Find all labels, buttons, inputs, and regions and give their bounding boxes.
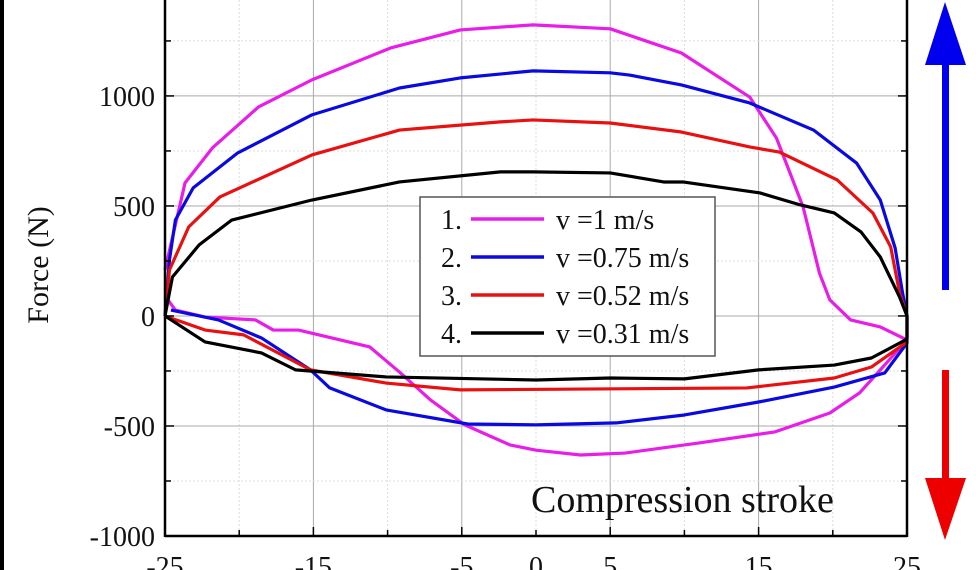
x-tick-label: 0 (529, 552, 543, 570)
y-tick-label: 500 (113, 192, 155, 223)
compression-stroke-label: Compression stroke (531, 479, 834, 521)
series-line-1 (163, 23, 909, 457)
legend-label: v =0.31 m/s (556, 319, 689, 350)
arrow-down-head (925, 478, 966, 540)
y-tick-label: 0 (141, 302, 155, 333)
x-tick-label: 5 (603, 552, 617, 570)
legend-index: 3. (441, 281, 462, 312)
series-line-4 (163, 170, 909, 382)
legend-index: 1. (441, 205, 462, 236)
y-axis-label: Force (N) (22, 206, 55, 323)
arrow-up-head (925, 2, 966, 65)
x-tick-label: 15 (745, 552, 773, 570)
x-tick-label: -25 (146, 552, 183, 570)
legend-label: v =0.75 m/s (556, 243, 689, 274)
y-tick-label: -1000 (90, 522, 155, 553)
left-border (0, 0, 4, 570)
legend-label: v =0.52 m/s (556, 281, 689, 312)
series-lines (163, 23, 909, 457)
series-line-2 (163, 69, 909, 427)
arrow-up-shaft (942, 60, 949, 290)
y-tick-label: 1000 (99, 82, 155, 113)
arrow-down-shaft (942, 370, 949, 480)
legend-index: 2. (441, 243, 462, 274)
tick-labels: -1000 -500 0 500 1000 -25 -15 -5 0 5 15 25 (90, 82, 921, 570)
arrows (925, 2, 966, 540)
legend-label: v =1 m/s (556, 205, 654, 236)
x-tick-label: -5 (450, 552, 473, 570)
legend: 1. v =1 m/s 2. v =0.75 m/s 3. v =0.52 m/s 4. v … (419, 196, 716, 357)
series-line-3 (163, 118, 909, 392)
x-tick-label: -15 (295, 552, 332, 570)
x-tick-label: 25 (893, 552, 921, 570)
y-tick-label: -500 (104, 412, 155, 443)
axes (163, 0, 909, 538)
legend-index: 4. (441, 319, 462, 350)
legend-box (419, 196, 716, 357)
